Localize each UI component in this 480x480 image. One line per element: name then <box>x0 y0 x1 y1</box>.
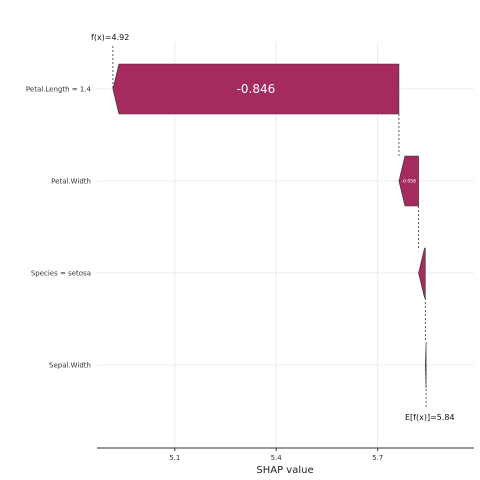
x-tick-label: 5.4 <box>271 454 283 462</box>
x-tick-label: 5.1 <box>169 454 180 462</box>
connectors <box>112 46 427 408</box>
feature-label: Petal.Length = 1.4 <box>26 86 92 94</box>
feature-label: Sepal.Width <box>49 362 91 370</box>
waterfall-bar <box>418 247 426 299</box>
y-labels: Petal.Length = 1.4 Petal.Width Species = s… <box>26 86 92 370</box>
x-ticks: 5.1 5.4 5.7 <box>169 448 383 462</box>
waterfall-bar <box>398 155 419 207</box>
bar-value-label: -0.846 <box>237 82 276 96</box>
baseline-annotation: E[f(x)]=5.84 <box>405 413 455 422</box>
bar-value-label: -0.058 <box>401 179 416 185</box>
x-axis-title: SHAP value <box>256 465 313 476</box>
prediction-annotation: f(x)=4.92 <box>91 33 129 42</box>
waterfall-bar <box>112 63 400 115</box>
x-tick-label: 5.7 <box>372 454 383 462</box>
feature-label: Species = setosa <box>31 270 91 278</box>
bars: -0.846 -0.058 <box>112 63 427 389</box>
feature-label: Petal.Width <box>51 178 91 186</box>
